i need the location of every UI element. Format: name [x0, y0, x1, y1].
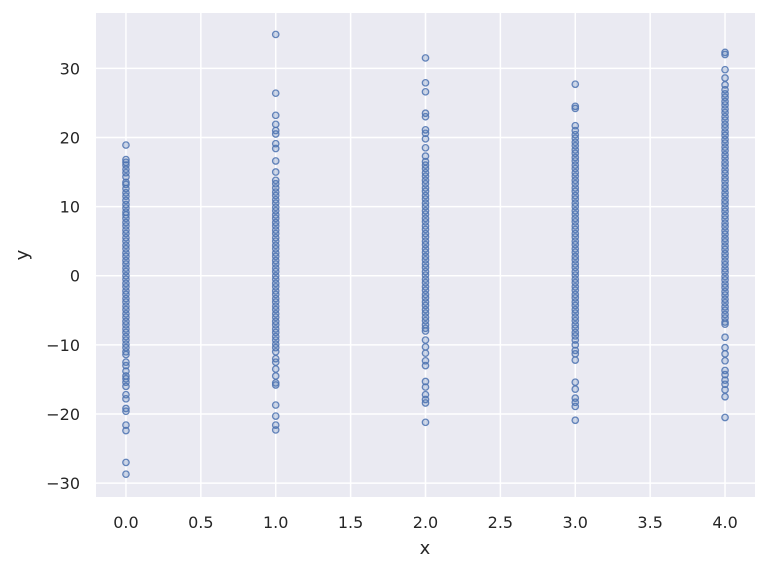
data-point [122, 382, 130, 391]
x-tick-label: 1.5 [338, 513, 363, 532]
data-point [421, 418, 430, 427]
y-tick-label: −30 [46, 474, 80, 493]
data-point [271, 347, 280, 356]
x-tick-label: 0.0 [113, 513, 138, 532]
data-point [571, 402, 580, 411]
data-point [421, 327, 430, 335]
data-point [721, 65, 729, 74]
x-tick-label: 2.0 [413, 513, 438, 532]
data-point [421, 54, 430, 62]
data-point [122, 426, 130, 435]
data-point [421, 361, 430, 370]
data-point [721, 385, 729, 394]
data-point [271, 372, 280, 380]
y-tick-label: −10 [46, 336, 80, 355]
data-point [721, 343, 729, 352]
data-point [721, 370, 729, 379]
data-point [571, 356, 580, 364]
data-point [122, 350, 130, 359]
data-point [421, 343, 430, 351]
data-point [271, 426, 280, 434]
data-point [271, 365, 280, 373]
data-point [122, 394, 130, 403]
x-axis-label: x [420, 538, 431, 559]
data-point [271, 144, 280, 153]
data-point [122, 458, 130, 467]
data-point [271, 412, 280, 420]
data-point [721, 392, 729, 401]
data-point [271, 168, 280, 176]
data-point [271, 30, 280, 39]
data-point [421, 112, 430, 121]
data-point [271, 157, 280, 165]
data-point [721, 50, 729, 59]
data-point [271, 111, 280, 120]
x-tick-label: 0.5 [188, 513, 213, 532]
data-point [571, 80, 580, 89]
data-point [721, 380, 729, 389]
data-point [421, 399, 430, 407]
x-tick-label: 3.0 [563, 513, 588, 532]
data-point [122, 470, 130, 479]
data-point [721, 350, 729, 358]
data-points [122, 30, 729, 479]
y-tick-label: 20 [60, 128, 80, 147]
data-point [271, 381, 280, 389]
y-tick-label: 30 [60, 59, 80, 78]
data-point [421, 78, 430, 87]
x-axis-ticks: 0.0 0.5 1.0 1.5 2.0 2.5 3.0 3.5 4.0 [113, 513, 738, 532]
y-tick-label: 10 [60, 198, 80, 217]
data-point [571, 385, 580, 393]
x-tick-label: 3.5 [637, 513, 662, 532]
y-tick-label: −20 [46, 405, 80, 424]
data-point [421, 134, 430, 143]
data-point [421, 87, 430, 96]
data-point [421, 129, 430, 138]
x-tick-label: 4.0 [712, 513, 737, 532]
data-point [271, 358, 280, 367]
data-point [122, 421, 130, 429]
data-point [721, 333, 729, 342]
data-point [122, 361, 130, 370]
data-point [421, 143, 430, 152]
data-point [571, 104, 580, 113]
y-axis-label: y [12, 249, 33, 260]
data-point [271, 401, 280, 409]
data-point [421, 383, 430, 391]
data-point [421, 336, 430, 344]
data-point [571, 378, 580, 387]
data-point [571, 341, 580, 349]
data-point [571, 350, 580, 358]
y-axis-ticks: −30 −20 −10 0 10 20 30 [46, 59, 80, 493]
data-point [721, 74, 729, 82]
data-point [421, 377, 430, 386]
data-point [721, 413, 729, 422]
x-tick-label: 2.5 [488, 513, 513, 532]
data-point [271, 120, 280, 129]
data-point [122, 407, 130, 416]
data-point [421, 152, 430, 160]
data-point [271, 89, 280, 98]
data-point [122, 173, 130, 181]
data-point [122, 141, 130, 149]
x-tick-label: 1.0 [263, 513, 288, 532]
data-point [271, 130, 280, 138]
data-point [571, 416, 580, 425]
data-point [421, 349, 430, 358]
data-point [721, 356, 729, 365]
data-point [721, 320, 729, 328]
y-tick-label: 0 [70, 267, 80, 286]
